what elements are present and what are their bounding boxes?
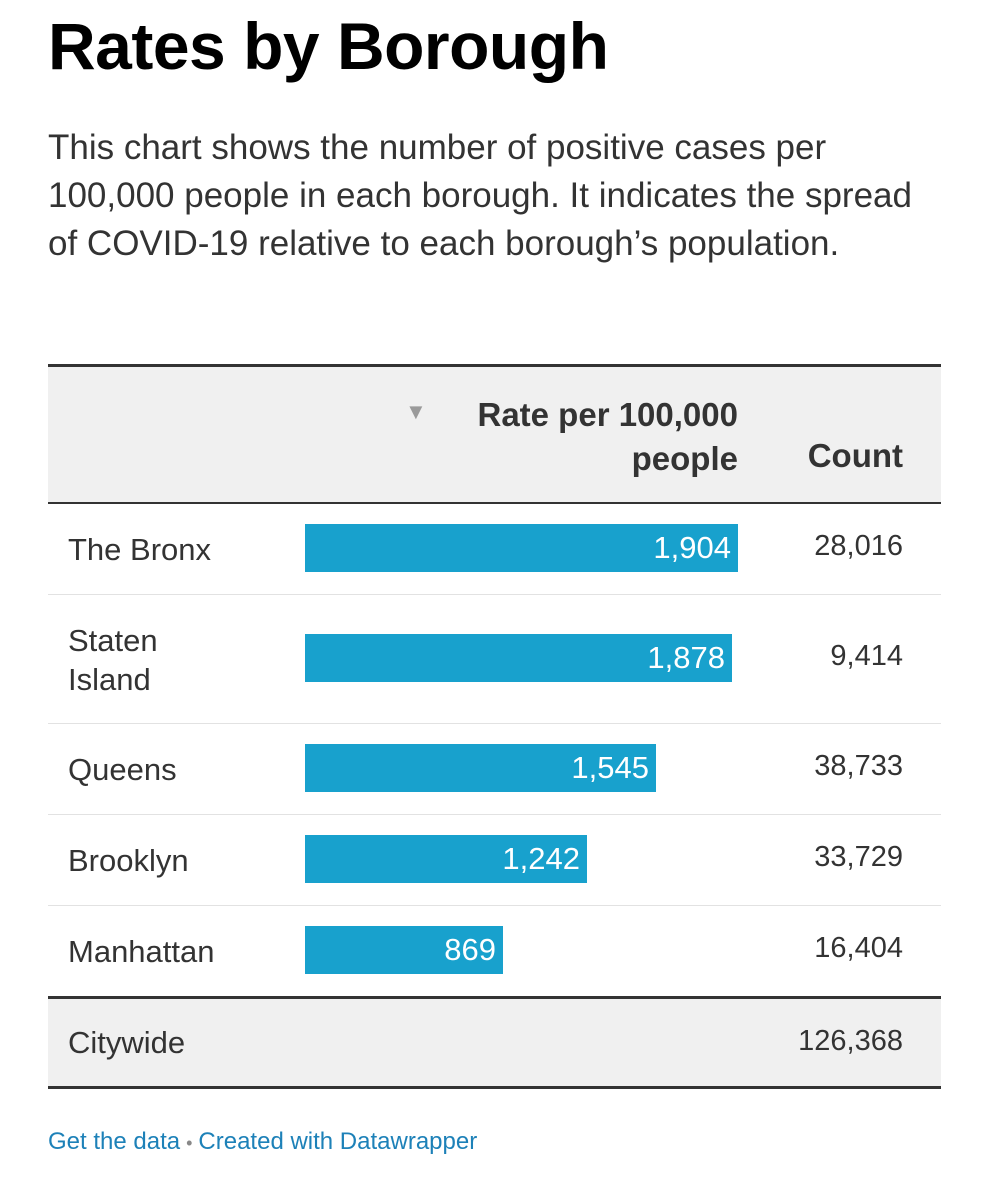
rate-bar	[305, 926, 503, 974]
column-header-count[interactable]: Count	[807, 437, 903, 474]
borough-name-line: Staten	[68, 623, 158, 658]
column-header-rate-line1: Rate per 100,000	[477, 396, 738, 433]
table-row: Brooklyn 1,242 33,729	[48, 815, 941, 906]
borough-name: The Bronx	[68, 530, 211, 569]
datawrapper-link[interactable]: Created with Datawrapper	[198, 1128, 478, 1155]
column-header-rate[interactable]: Rate per 100,000 people	[477, 393, 738, 481]
get-the-data-link[interactable]: Get the data	[48, 1128, 181, 1155]
rate-label: 1,878	[647, 640, 725, 675]
column-header-rate-line2: people	[631, 440, 738, 477]
borough-name-line: Manhattan	[68, 934, 215, 969]
table-row: Queens 1,545 38,733	[48, 724, 941, 815]
borough-name-line: Island	[68, 662, 151, 697]
table-row: Staten Island 1,878 9,414	[48, 595, 941, 724]
sort-descending-icon[interactable]: ▼	[405, 399, 427, 424]
count-value: 28,016	[814, 530, 903, 562]
borough-name: Brooklyn	[68, 841, 189, 880]
chart-description: This chart shows the number of positive …	[48, 128, 912, 263]
count-value: 38,733	[814, 750, 903, 782]
rate-bar	[305, 835, 587, 883]
table-footer-row: Citywide 126,368	[48, 996, 941, 1089]
table-row: The Bronx 1,904 28,016	[48, 504, 941, 595]
citywide-label: Citywide	[68, 1025, 186, 1060]
count-value: 9,414	[830, 640, 903, 672]
data-table: ▼ Rate per 100,000 people Count The Bron…	[48, 364, 941, 1089]
table-header: ▼ Rate per 100,000 people Count	[48, 367, 941, 504]
chart-title: Rates by Borough	[48, 9, 609, 83]
borough-name: Manhattan	[68, 932, 215, 971]
table-row: Manhattan 869 16,404	[48, 906, 941, 996]
chart-footer: Get the data • Created with Datawrapper	[48, 1128, 477, 1156]
citywide-count: 126,368	[798, 1025, 903, 1057]
borough-name: Queens	[68, 750, 177, 789]
rate-label: 1,242	[502, 841, 580, 876]
borough-name-line: The Bronx	[68, 532, 212, 567]
footer-separator: •	[186, 1133, 193, 1153]
rate-bar	[305, 744, 656, 792]
rate-label: 1,904	[653, 530, 731, 565]
rate-bar	[305, 634, 732, 682]
borough-name: Staten Island	[68, 621, 158, 699]
rate-bar	[305, 524, 738, 572]
count-value: 33,729	[814, 841, 903, 873]
rate-label: 869	[444, 932, 496, 967]
count-value: 16,404	[814, 932, 903, 964]
rate-label: 1,545	[571, 750, 649, 785]
table-body: The Bronx 1,904 28,016 Staten Island 1,878 9,4…	[48, 504, 941, 996]
borough-name-line: Queens	[68, 752, 177, 787]
borough-name-line: Brooklyn	[68, 843, 189, 878]
